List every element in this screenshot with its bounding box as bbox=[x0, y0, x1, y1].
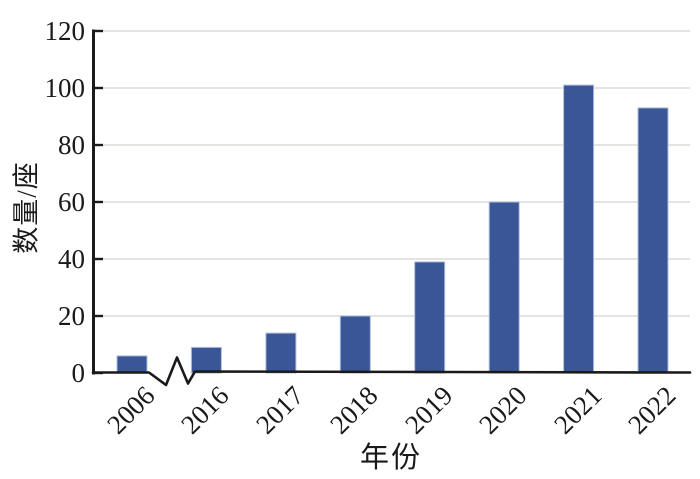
bar-2017 bbox=[265, 332, 297, 374]
y-tick-label-80: 80 bbox=[58, 130, 85, 160]
bar-2006 bbox=[116, 355, 148, 374]
bar-2021 bbox=[563, 84, 595, 374]
y-tick-label-60: 60 bbox=[58, 187, 85, 217]
y-tick-label-40: 40 bbox=[58, 244, 85, 274]
bar-2018 bbox=[339, 315, 371, 374]
y-tick-label-120: 120 bbox=[44, 16, 86, 46]
y-tick-label-100: 100 bbox=[44, 73, 86, 103]
bar-2016 bbox=[190, 346, 222, 374]
y-tick-label-0: 0 bbox=[71, 358, 86, 388]
y-tick-label-20: 20 bbox=[58, 301, 85, 331]
x-axis-title: 年份 bbox=[359, 442, 422, 474]
bar-2020 bbox=[488, 201, 520, 374]
bar-2019 bbox=[414, 261, 446, 374]
x-axis-line-with-break-icon bbox=[91, 356, 692, 387]
bar-2022 bbox=[637, 107, 669, 374]
